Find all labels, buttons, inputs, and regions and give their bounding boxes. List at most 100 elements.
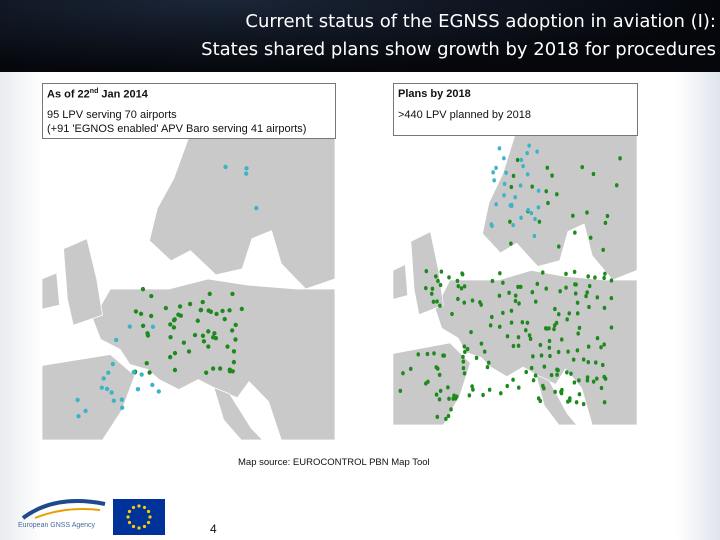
airport-dot xyxy=(145,331,150,336)
airport-dot xyxy=(587,283,592,289)
info-line: >440 LPV planned by 2018 xyxy=(398,109,532,121)
airport-dot xyxy=(461,354,465,360)
airport-dot xyxy=(206,308,211,313)
airport-dot xyxy=(447,275,451,280)
heading: Plans by 2018 xyxy=(398,88,471,100)
airport-dot xyxy=(454,394,459,399)
airport-dot xyxy=(519,157,524,162)
airport-dot xyxy=(479,302,483,307)
airport-dot xyxy=(509,308,514,313)
airport-dot xyxy=(111,398,116,403)
airport-dot xyxy=(517,301,521,306)
airport-dot xyxy=(609,296,614,301)
airport-dot xyxy=(530,290,535,295)
airport-dot xyxy=(200,299,205,305)
land xyxy=(393,263,408,300)
airport-dot xyxy=(192,332,198,338)
airport-dot xyxy=(485,364,490,370)
airport-dot xyxy=(463,349,467,355)
airport-dot xyxy=(601,247,605,253)
airport-dot xyxy=(149,293,154,299)
airport-dot xyxy=(602,275,606,281)
airport-dot xyxy=(438,388,443,394)
airport-dot xyxy=(571,213,575,218)
airport-dot xyxy=(450,311,454,317)
airport-dot xyxy=(133,309,139,314)
airport-dot xyxy=(437,372,442,378)
airport-dot xyxy=(538,398,543,404)
airport-dot xyxy=(525,172,530,177)
airport-dot xyxy=(438,282,443,288)
airport-dot xyxy=(135,386,141,392)
airport-dot xyxy=(101,376,106,381)
airport-dot xyxy=(585,210,589,215)
airport-dot xyxy=(546,200,550,206)
airport-dot xyxy=(529,365,534,371)
airport-dot xyxy=(489,222,494,227)
airport-dot xyxy=(434,392,439,397)
airport-dot xyxy=(603,271,607,276)
map-2018 xyxy=(393,135,637,425)
airport-dot xyxy=(83,408,88,414)
airport-dot xyxy=(223,164,228,170)
airport-dot xyxy=(442,353,446,358)
airport-dot xyxy=(488,323,493,328)
airport-dot xyxy=(529,210,534,216)
airport-dot xyxy=(462,284,467,289)
airport-dot xyxy=(533,373,538,378)
airport-dot xyxy=(438,303,442,308)
airport-dot xyxy=(195,318,200,323)
airport-dot xyxy=(227,308,232,313)
airport-dot xyxy=(401,371,405,376)
airport-dot xyxy=(233,337,238,342)
airport-dot xyxy=(585,290,589,295)
airport-dot xyxy=(575,300,580,305)
airport-dot xyxy=(516,335,521,340)
airport-dot xyxy=(516,385,521,390)
airport-dot xyxy=(505,383,510,389)
airport-dot xyxy=(559,391,564,396)
airport-dot xyxy=(555,372,559,377)
airport-dot xyxy=(114,337,119,343)
airport-dot xyxy=(565,370,569,375)
airport-dot xyxy=(201,339,207,344)
airport-dot xyxy=(446,413,451,419)
info-line: 95 LPV serving 70 airports xyxy=(47,109,177,121)
airport-dot xyxy=(172,367,178,373)
airport-dot xyxy=(518,183,523,188)
airport-dot xyxy=(213,335,219,341)
airport-dot xyxy=(231,359,237,365)
airport-dot xyxy=(186,349,192,354)
airport-dot xyxy=(150,382,155,388)
airport-dot xyxy=(609,278,614,283)
airport-dot xyxy=(75,397,80,403)
airport-dot xyxy=(431,299,436,304)
airport-dot xyxy=(521,163,525,169)
airport-dot xyxy=(550,173,554,178)
airport-dot xyxy=(499,391,503,396)
airport-dot xyxy=(557,244,561,249)
airport-dot xyxy=(511,343,516,349)
airport-dot xyxy=(509,184,514,190)
airport-dot xyxy=(544,189,549,194)
airport-dot xyxy=(577,325,582,330)
land xyxy=(535,374,578,425)
flag-star xyxy=(142,524,147,529)
map-2014 xyxy=(42,138,335,440)
airport-dot xyxy=(435,299,439,304)
airport-dot xyxy=(222,316,227,322)
flag-star xyxy=(146,520,151,525)
airport-dot xyxy=(434,274,438,279)
airport-dot xyxy=(214,311,219,317)
airport-dot xyxy=(140,286,146,292)
airport-dot xyxy=(225,344,230,349)
airport-dot xyxy=(76,414,81,419)
title-line: States shared plans show growth by 2018 … xyxy=(201,39,716,60)
airport-dot xyxy=(494,165,498,170)
airport-dot xyxy=(581,401,586,407)
land xyxy=(92,278,335,440)
airport-dot xyxy=(206,344,211,349)
airport-dot xyxy=(469,329,473,335)
airport-dot xyxy=(233,322,238,328)
airport-dot xyxy=(171,317,177,323)
